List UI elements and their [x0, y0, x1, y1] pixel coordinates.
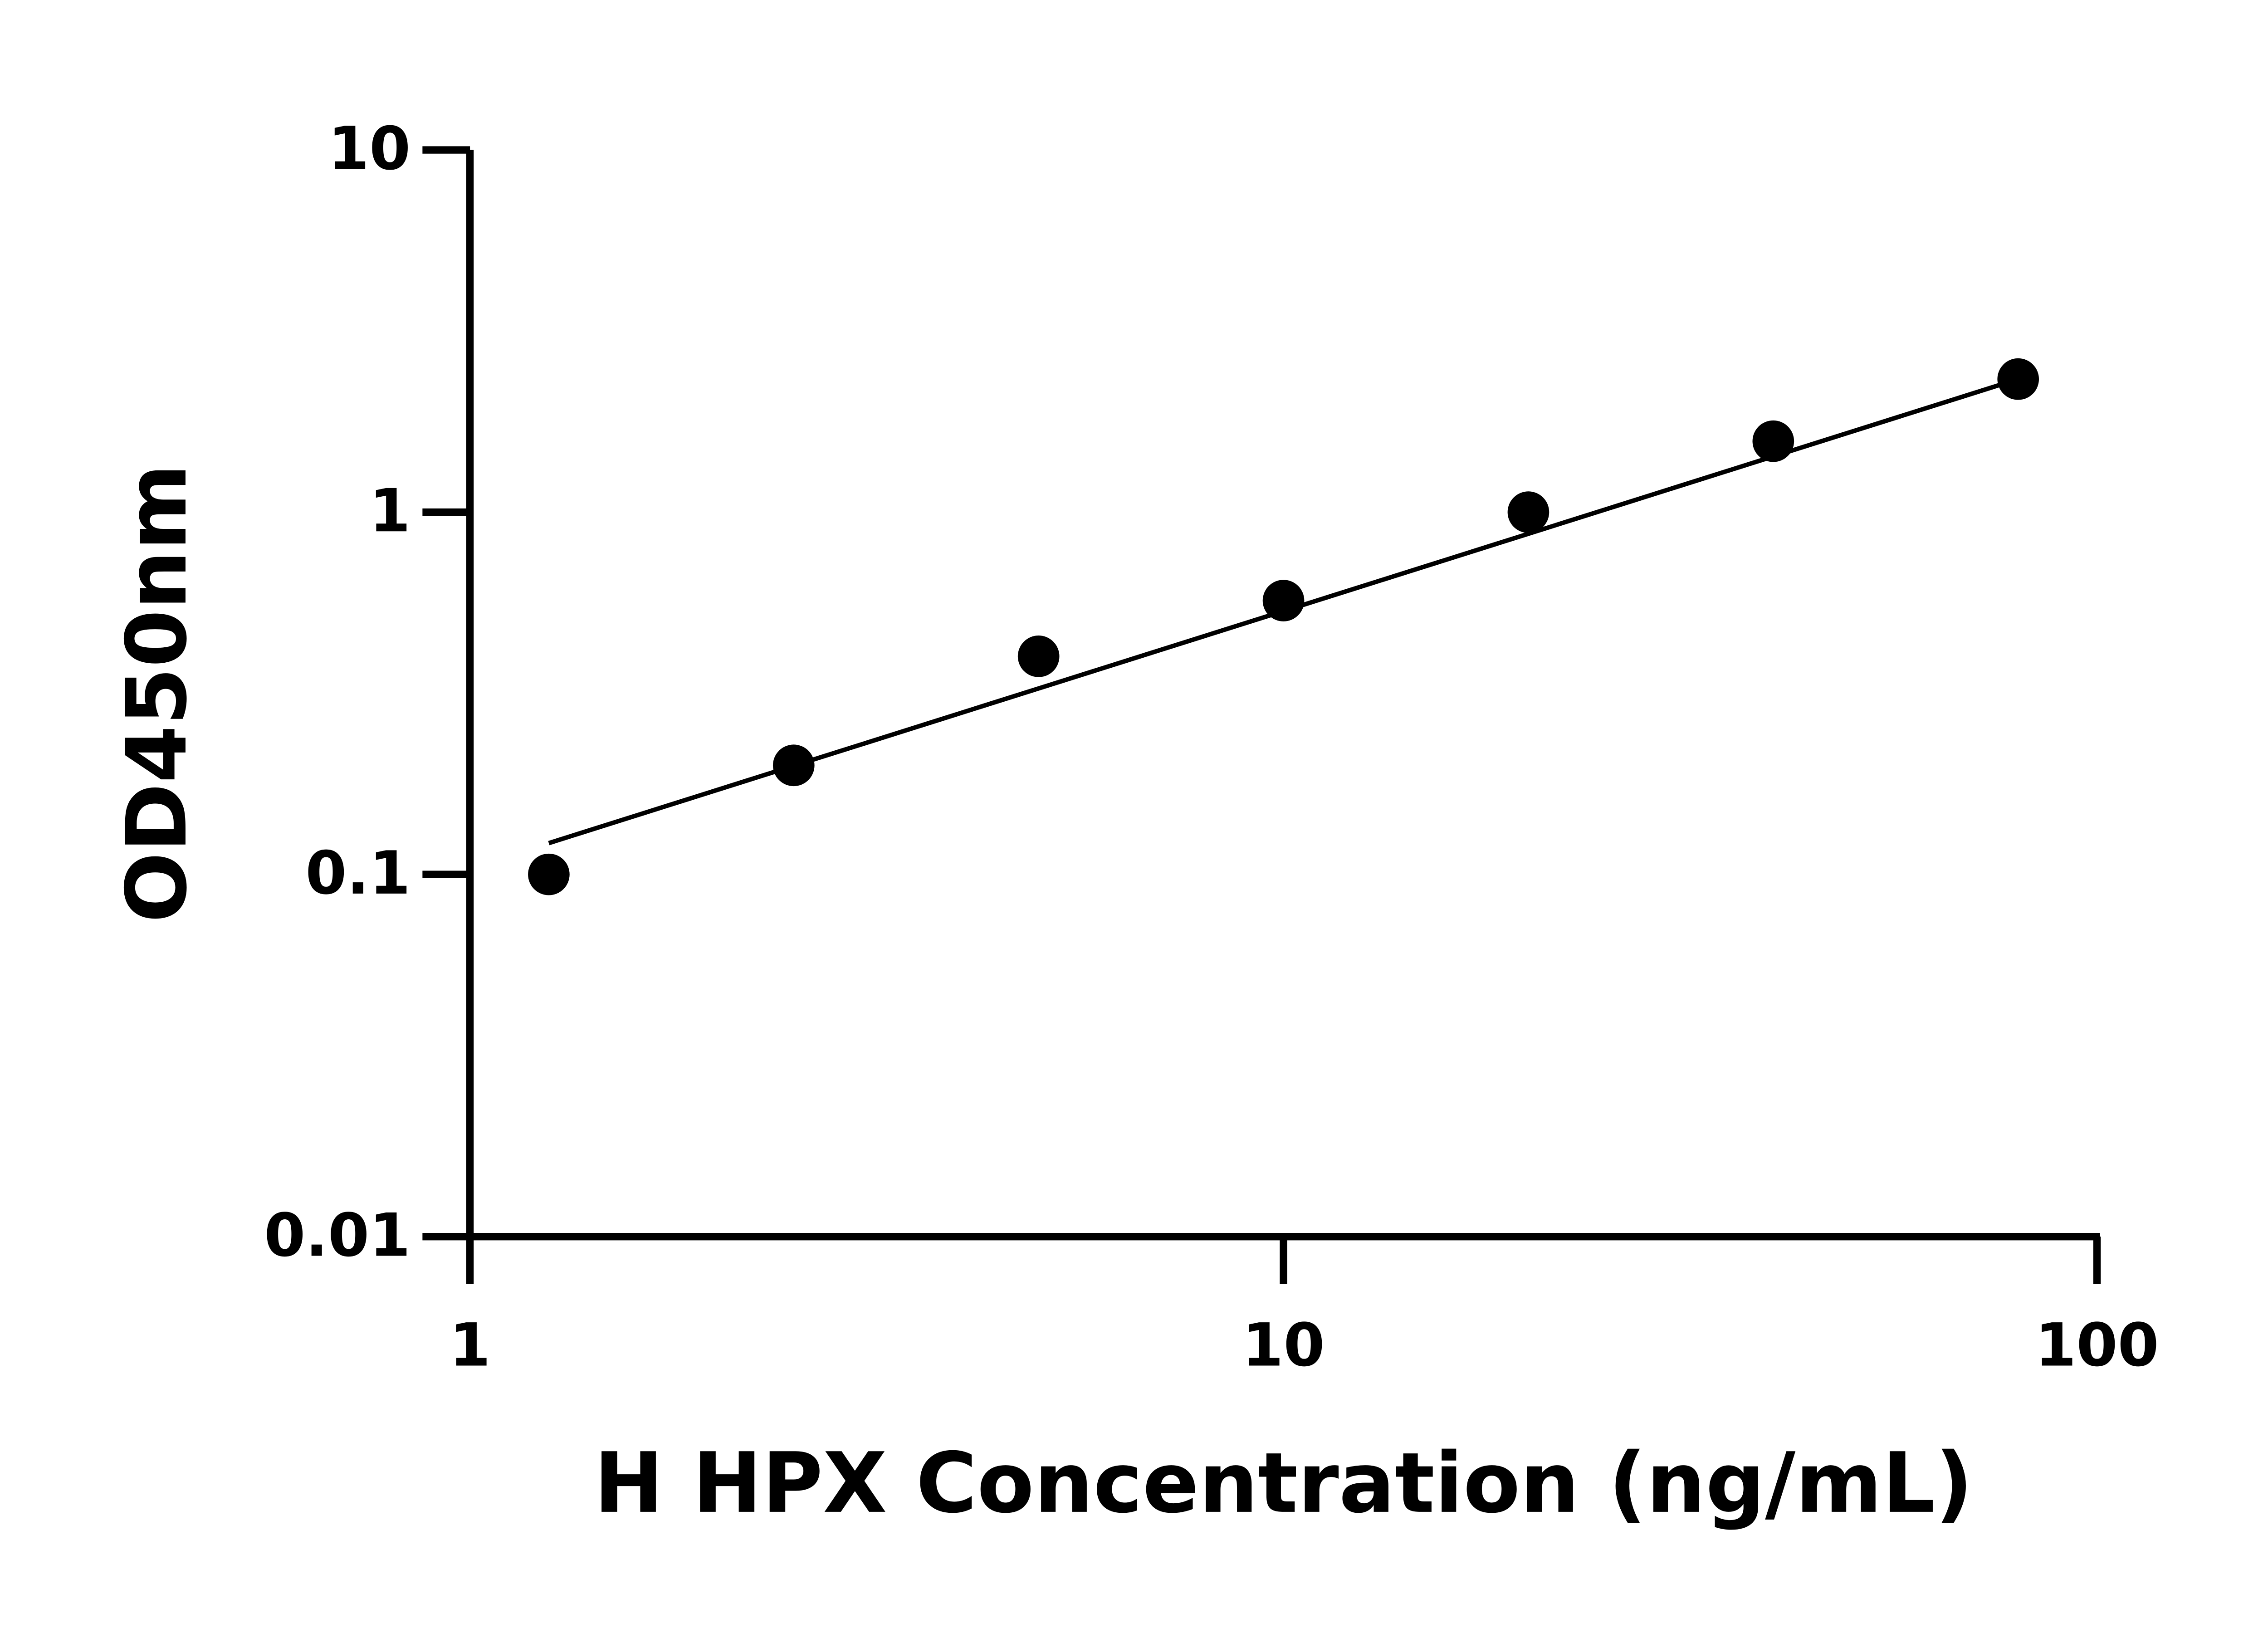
y-tick-label: 1: [369, 476, 411, 545]
x-axis-label: H HPX Concentration (ng/mL): [594, 1435, 1973, 1532]
data-point: [1017, 636, 1060, 677]
data-point: [528, 853, 570, 895]
data-point: [772, 744, 815, 787]
data-point: [1507, 491, 1549, 533]
y-tick-label: 0.1: [305, 838, 411, 908]
data-point: [1262, 580, 1305, 621]
data-point: [1752, 420, 1794, 462]
data-point: [1997, 358, 2039, 400]
x-tick-label: 1: [450, 1310, 491, 1380]
y-tick-label: 0.01: [264, 1200, 411, 1270]
y-axis-label: OD450nm: [109, 464, 205, 923]
x-tick-label: 10: [1242, 1310, 1325, 1380]
y-tick-label: 10: [328, 114, 411, 183]
x-tick-label: 100: [2035, 1310, 2159, 1380]
